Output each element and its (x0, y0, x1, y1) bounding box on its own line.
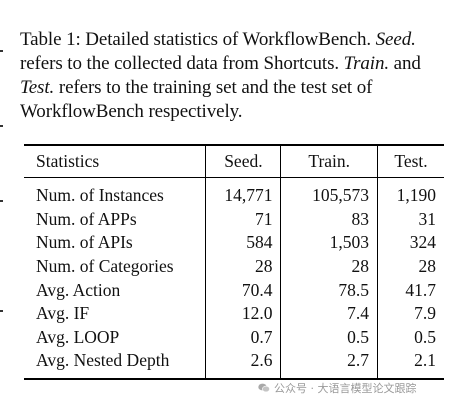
cell-test: 7.9 (377, 301, 444, 326)
caption-rest-text: refers to the training set and the test … (20, 77, 373, 122)
cell-seed: 12.0 (205, 301, 281, 326)
table-row: Avg. Action 70.4 78.5 41.7 (24, 278, 444, 302)
row-label: Num. of Instances (36, 185, 164, 206)
row-label: Avg. IF (36, 303, 90, 324)
statistics-table-container: Statistics Seed. Train. Test. Num. of In… (24, 144, 444, 380)
cell-train: 1,503 (280, 231, 378, 255)
cell-seed: 584 (205, 231, 281, 255)
cell-seed: 0.7 (205, 325, 281, 350)
table-row: Avg. Nested Depth 2.6 2.7 2.1 (24, 349, 444, 380)
cell-train: 83 (280, 207, 378, 232)
table-row: Num. of APIs 584 1,503 324 (24, 231, 444, 255)
statistics-table: Statistics Seed. Train. Test. Num. of In… (24, 144, 444, 380)
table-row: Num. of Categories 28 28 28 (24, 254, 444, 279)
cell-seed: 28 (205, 254, 281, 279)
caption-lead: Table 1: Detailed statistics of Workflow… (20, 29, 371, 50)
caption-and-text: and (389, 53, 421, 74)
table-header-row: Statistics Seed. Train. Test. (24, 144, 444, 178)
wechat-icon (258, 383, 270, 393)
cell-train: 2.7 (280, 349, 378, 380)
table-row: Num. of Instances 14,771 105,573 1,190 (24, 177, 444, 208)
cell-seed: 71 (205, 207, 281, 232)
cell-seed: 2.6 (205, 349, 281, 380)
cell-train: 7.4 (280, 301, 378, 326)
table-caption: Table 1: Detailed statistics of Workflow… (20, 28, 452, 124)
watermark: 公众号 · 大语言模型论文跟踪 (258, 380, 417, 396)
cell-test: 0.5 (377, 325, 444, 350)
row-label: Num. of Categories (36, 256, 174, 277)
caption-train-term: Train. (343, 53, 390, 74)
cell-test: 1,190 (377, 177, 444, 208)
row-label: Num. of APPs (36, 208, 137, 229)
cell-test: 31 (377, 207, 444, 232)
caption-seed-term: Seed. (375, 29, 416, 50)
header-seed: Seed. (205, 144, 281, 178)
margin-mark (0, 200, 3, 202)
header-test: Test. (377, 144, 444, 178)
table-row: Avg. LOOP 0.7 0.5 0.5 (24, 325, 444, 350)
margin-mark (0, 310, 3, 312)
cell-train: 78.5 (280, 278, 378, 302)
table-row: Num. of APPs 71 83 31 (24, 207, 444, 232)
margin-mark (0, 50, 3, 52)
row-label: Avg. Action (36, 279, 121, 300)
margin-mark (0, 125, 3, 127)
cell-train: 105,573 (280, 177, 378, 208)
row-label: Avg. Nested Depth (24, 349, 206, 380)
caption-test-term: Test. (20, 77, 55, 98)
header-statistics: Statistics (24, 144, 206, 178)
cell-test: 41.7 (377, 278, 444, 302)
header-train: Train. (280, 144, 378, 178)
cell-train: 0.5 (280, 325, 378, 350)
cell-test: 28 (377, 254, 444, 279)
cell-seed: 14,771 (205, 177, 281, 208)
row-label: Num. of APIs (36, 232, 133, 253)
caption-seed-text: refers to the collected data from Shortc… (20, 53, 340, 74)
cell-seed: 70.4 (205, 278, 281, 302)
row-label: Avg. LOOP (36, 326, 120, 347)
cell-test: 2.1 (377, 349, 444, 380)
watermark-text: 公众号 · 大语言模型论文跟踪 (274, 382, 417, 395)
table-row: Avg. IF 12.0 7.4 7.9 (24, 301, 444, 326)
cell-test: 324 (377, 231, 444, 255)
cell-train: 28 (280, 254, 378, 279)
